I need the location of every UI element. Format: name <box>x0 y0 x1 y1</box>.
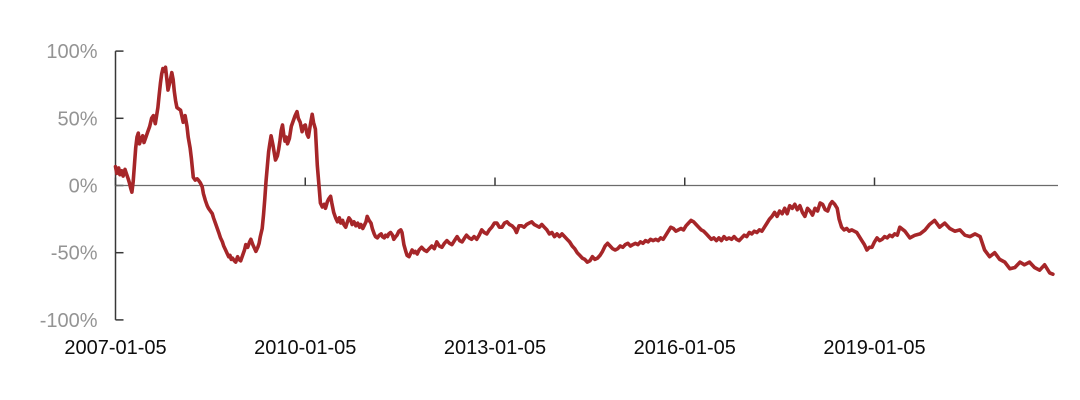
y-tick-label: -50% <box>51 243 98 265</box>
y-tick-label: -100% <box>40 310 98 332</box>
x-tick-label: 2019-01-05 <box>823 337 925 359</box>
y-tick-label: 0% <box>69 176 98 198</box>
y-tick-label: 100% <box>46 41 97 63</box>
series-line-rolling-return <box>113 65 1055 276</box>
x-tick-label: 2007-01-05 <box>64 337 166 359</box>
x-tick-label: 2016-01-05 <box>634 337 736 359</box>
y-tick-label: 50% <box>57 108 97 130</box>
x-tick-label: 2013-01-05 <box>444 337 546 359</box>
x-tick-label: 2010-01-05 <box>254 337 356 359</box>
